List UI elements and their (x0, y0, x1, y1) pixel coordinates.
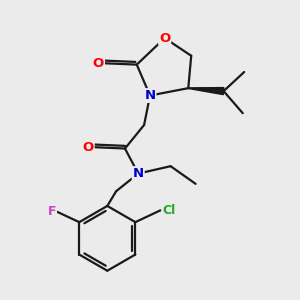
Text: N: N (133, 167, 144, 180)
Text: O: O (82, 141, 94, 154)
Text: F: F (48, 205, 56, 218)
Text: O: O (159, 32, 170, 45)
Polygon shape (188, 88, 224, 94)
Text: Cl: Cl (163, 204, 176, 217)
Text: O: O (93, 57, 104, 70)
Text: N: N (144, 89, 156, 102)
